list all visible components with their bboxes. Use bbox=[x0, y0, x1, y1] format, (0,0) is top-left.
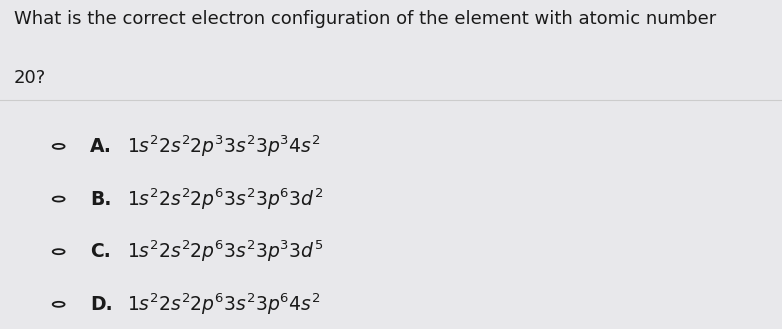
Text: A.: A. bbox=[90, 137, 112, 156]
Text: D.: D. bbox=[90, 295, 113, 314]
Text: B.: B. bbox=[90, 190, 111, 209]
Text: $1s^{2}2s^{2}2p^{6}3s^{2}3p^{6}4s^{2}$: $1s^{2}2s^{2}2p^{6}3s^{2}3p^{6}4s^{2}$ bbox=[127, 291, 320, 317]
Text: C.: C. bbox=[90, 242, 111, 261]
Text: $1s^{2}2s^{2}2p^{3}3s^{2}3p^{3}4s^{2}$: $1s^{2}2s^{2}2p^{3}3s^{2}3p^{3}4s^{2}$ bbox=[127, 134, 320, 159]
Text: What is the correct electron configuration of the element with atomic number: What is the correct electron configurati… bbox=[14, 10, 716, 28]
Text: $1s^{2}2s^{2}2p^{6}3s^{2}3p^{6}3d^{2}$: $1s^{2}2s^{2}2p^{6}3s^{2}3p^{6}3d^{2}$ bbox=[127, 186, 323, 212]
Text: 20?: 20? bbox=[14, 69, 46, 87]
Text: $1s^{2}2s^{2}2p^{6}3s^{2}3p^{3}3d^{5}$: $1s^{2}2s^{2}2p^{6}3s^{2}3p^{3}3d^{5}$ bbox=[127, 239, 323, 265]
